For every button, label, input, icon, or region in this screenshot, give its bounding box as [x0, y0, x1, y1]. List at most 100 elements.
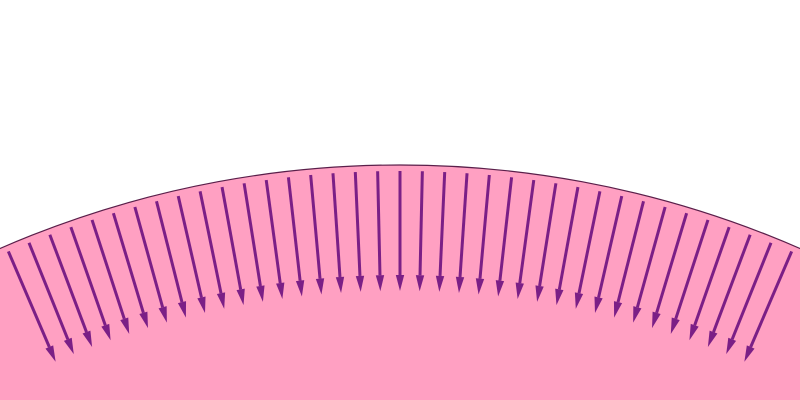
arrow-head: [515, 282, 524, 299]
inward-arrow: [133, 206, 167, 323]
inward-arrow: [435, 171, 447, 292]
arrow-shaft: [597, 195, 624, 298]
arrow-head: [613, 301, 623, 318]
arrow-head: [177, 301, 187, 318]
arrow-shaft: [616, 200, 645, 303]
arrow-shaft: [557, 186, 580, 290]
arrow-head: [276, 282, 285, 299]
arrow-shaft: [418, 171, 424, 276]
inward-arrow: [744, 250, 794, 362]
arrow-head: [689, 323, 699, 341]
arrow-head: [726, 337, 737, 355]
inward-arrow: [475, 174, 491, 295]
inward-arrow: [689, 226, 731, 341]
inward-arrow: [515, 179, 536, 299]
arrow-head: [495, 280, 505, 297]
arrow-head: [535, 285, 544, 302]
arrow-head: [375, 275, 385, 292]
inward-arrow: [220, 186, 245, 306]
arrow-shaft: [111, 212, 145, 314]
arrow-shaft: [498, 177, 514, 281]
inward-arrow: [286, 177, 305, 297]
arrow-shaft: [198, 191, 223, 294]
arrow-head: [45, 345, 56, 362]
arrow-head: [335, 276, 345, 293]
arrow-head: [652, 311, 661, 329]
inward-arrow: [633, 206, 667, 323]
inward-arrow: [176, 195, 206, 314]
arrow-shaft: [286, 177, 302, 281]
arrow-shaft: [27, 242, 70, 340]
arrow-shaft: [518, 179, 536, 284]
arrow-shaft: [133, 206, 165, 308]
arrow-shaft: [458, 173, 469, 278]
arrow-head: [158, 306, 167, 323]
arrow-shaft: [176, 195, 203, 298]
arrow-head: [236, 288, 245, 306]
inward-arrow: [69, 226, 111, 341]
arrow-shaft: [635, 206, 667, 308]
arrow-shaft: [353, 171, 362, 276]
arrow-shaft: [538, 183, 558, 287]
inward-arrow: [594, 195, 624, 314]
inward-arrow: [535, 183, 558, 302]
arrow-shaft: [264, 179, 282, 284]
arrow-shaft: [155, 200, 184, 303]
inward-arrow: [198, 191, 226, 309]
arrow-head: [82, 330, 93, 348]
arrow-head: [633, 306, 642, 323]
arrow-shaft: [693, 226, 731, 326]
inward-arrow: [48, 234, 93, 348]
inward-arrow: [375, 171, 385, 292]
arrow-head: [139, 311, 148, 329]
inward-arrow: [670, 219, 710, 334]
inward-arrow: [111, 212, 148, 329]
inward-arrow: [555, 186, 580, 306]
arrow-head: [555, 288, 564, 306]
arrow-head: [256, 285, 265, 302]
arrow-head: [574, 292, 584, 309]
arrow-shaft: [438, 171, 447, 276]
inward-arrow: [27, 242, 74, 355]
arrows-layer: [6, 171, 794, 362]
inward-arrow: [495, 177, 514, 297]
arrow-head: [455, 276, 465, 293]
inward-arrow: [90, 219, 130, 334]
arrow-shaft: [674, 219, 710, 320]
arrow-shaft: [577, 191, 602, 294]
arrow-head: [197, 296, 206, 314]
arrow-shaft: [712, 234, 752, 333]
arrow-head: [101, 323, 111, 341]
inward-arrow: [574, 191, 602, 309]
inward-arrow: [242, 183, 265, 302]
arrow-head: [315, 278, 325, 295]
inward-arrow: [652, 212, 689, 329]
inward-arrow: [331, 173, 345, 293]
inward-arrow: [707, 234, 752, 348]
arrow-head: [415, 275, 425, 292]
arrow-shaft: [69, 226, 107, 326]
inward-arrow: [6, 250, 56, 362]
inward-arrow: [264, 179, 285, 299]
arrow-head: [475, 278, 485, 295]
arrow-head: [670, 317, 680, 334]
arrow-head: [63, 337, 74, 355]
inward-arrow: [309, 174, 325, 295]
arrow-shaft: [6, 250, 51, 348]
arrow-head: [435, 275, 445, 292]
arrow-shaft: [730, 242, 773, 340]
arrow-head: [216, 292, 226, 309]
inward-arrow: [613, 200, 645, 318]
arrow-head: [707, 330, 718, 348]
arrow-shaft: [309, 174, 322, 279]
arrow-shaft: [655, 212, 689, 314]
arrow-shaft: [749, 250, 794, 348]
inward-arrow: [353, 171, 365, 292]
inward-arrow: [726, 242, 773, 355]
arrow-shaft: [376, 171, 382, 276]
inward-arrow: [415, 171, 425, 292]
arrow-shaft: [220, 186, 243, 290]
arrow-head: [120, 317, 130, 334]
